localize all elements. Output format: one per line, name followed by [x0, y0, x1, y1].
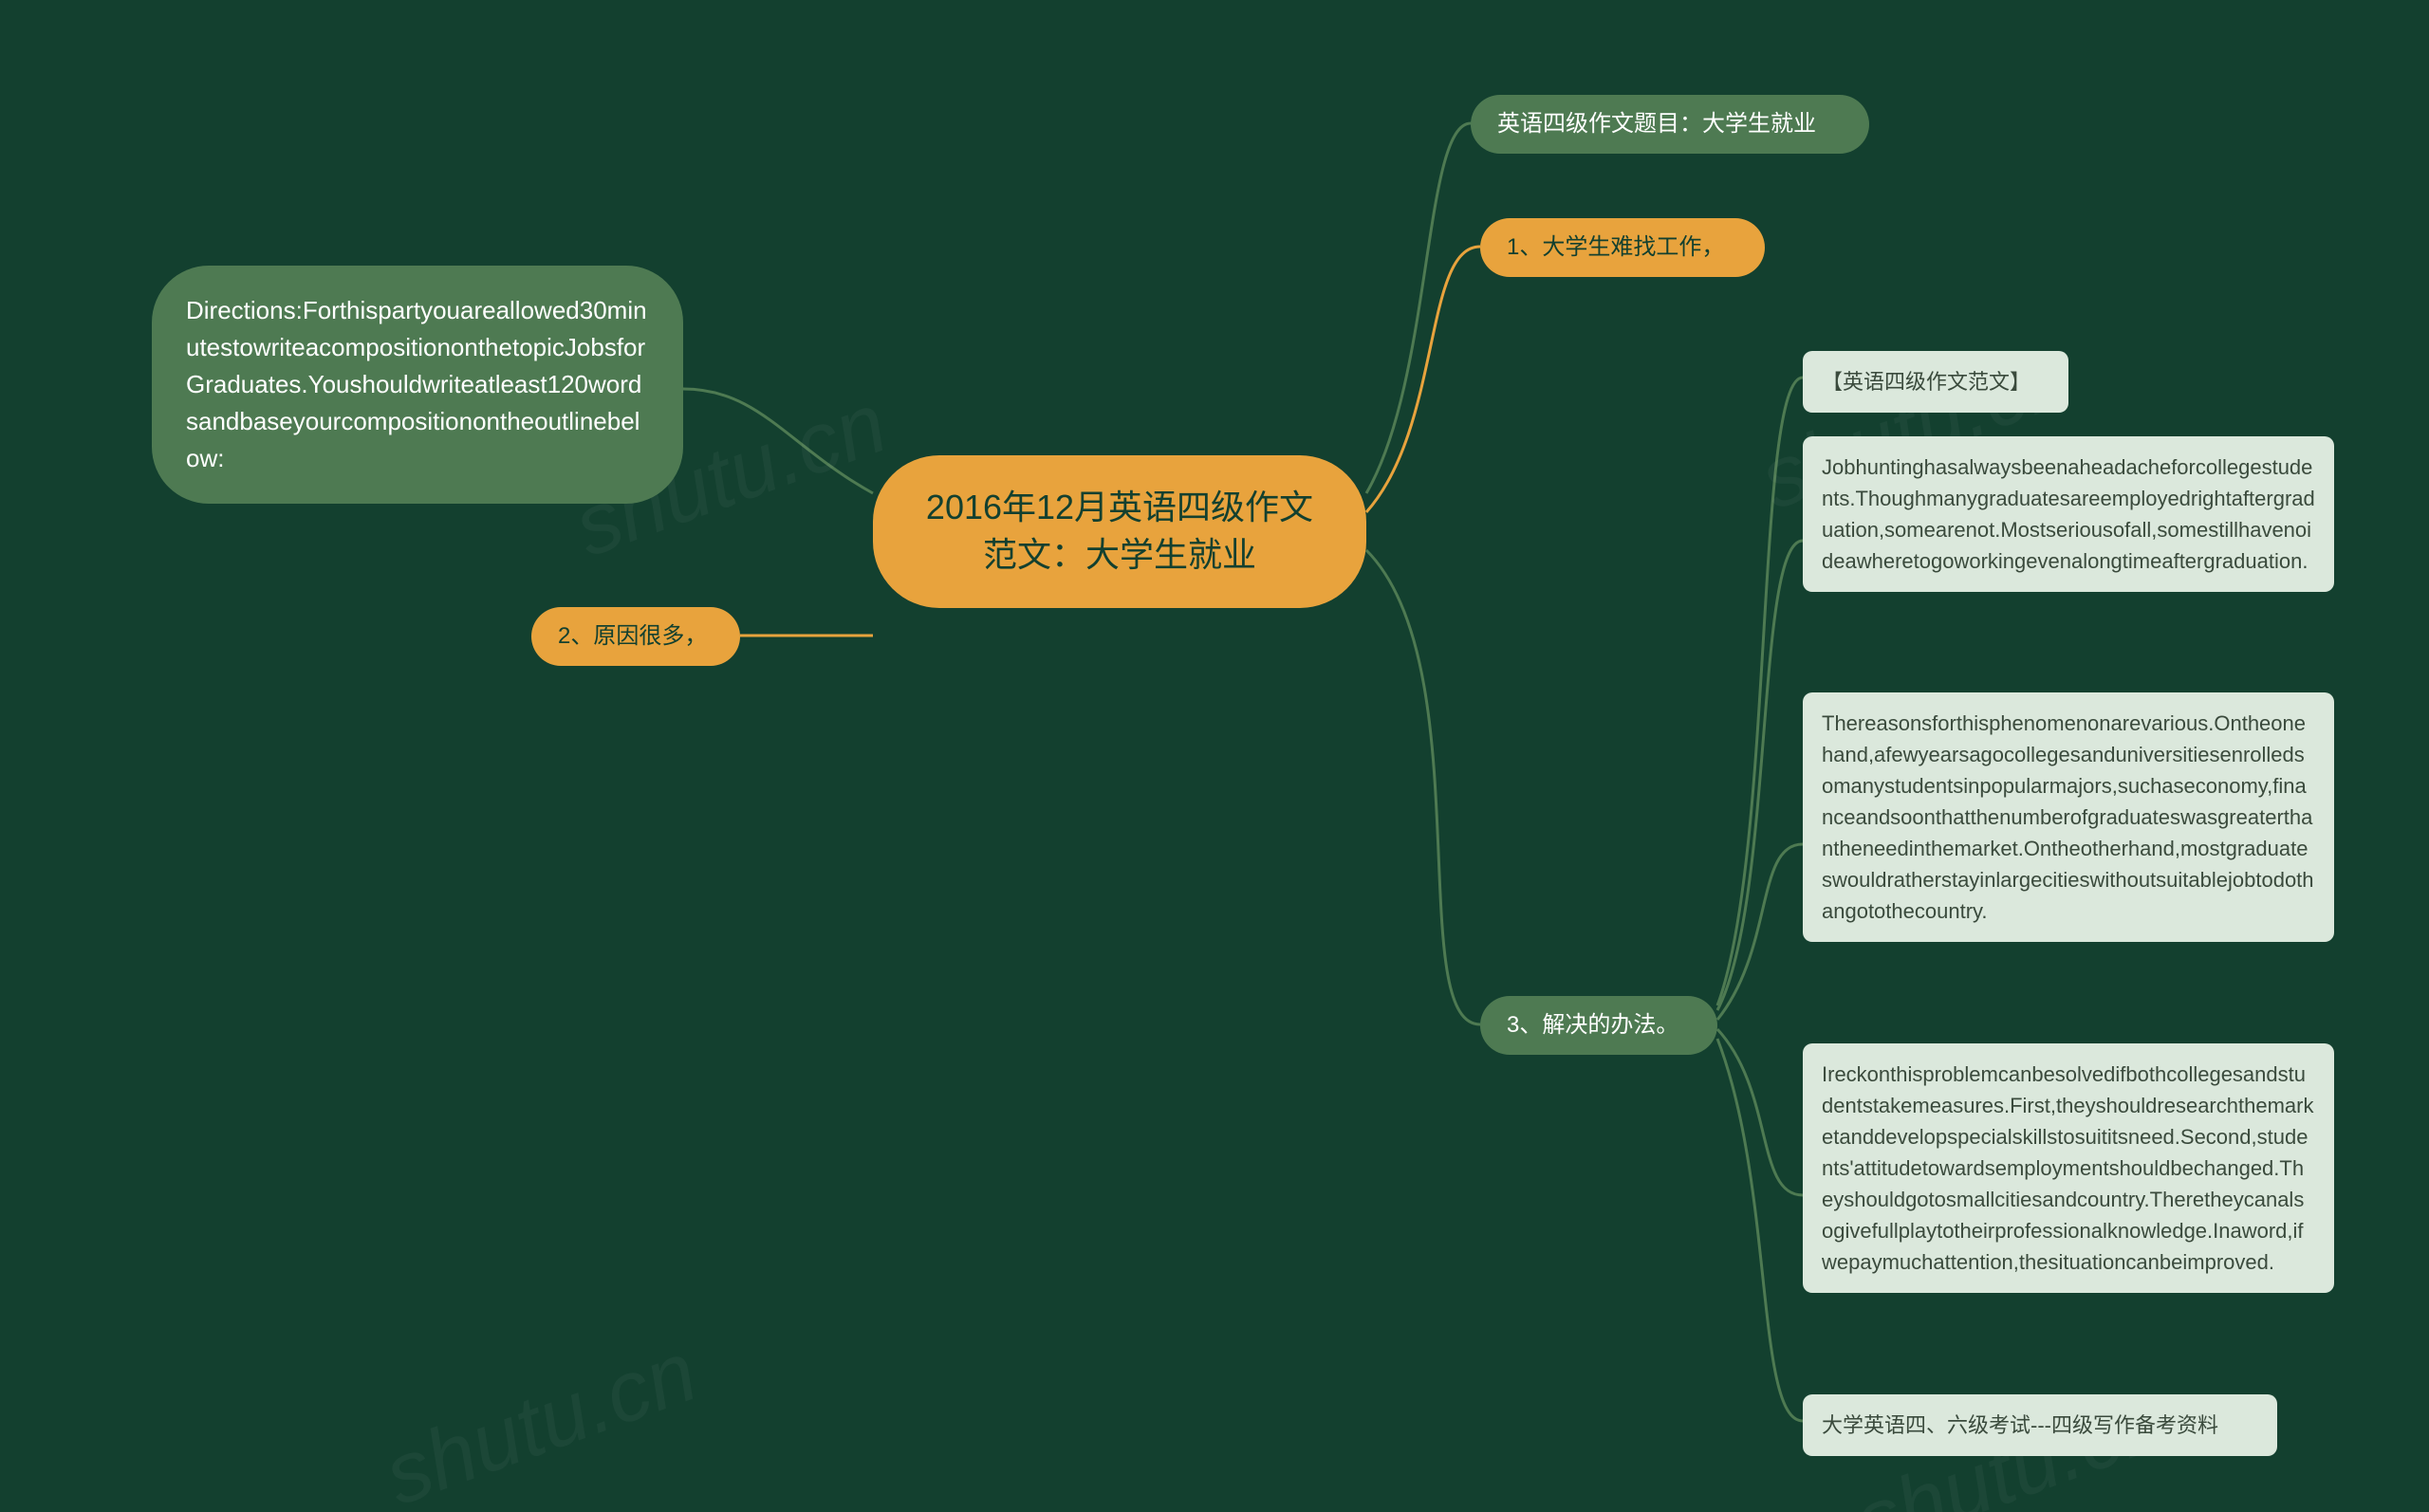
connector-edge [1717, 1039, 1803, 1421]
point3-node: 3、解决的办法。 [1480, 996, 1717, 1055]
topic-title-node: 英语四级作文题目：大学生就业 [1471, 95, 1869, 154]
sample-essay-header: 【英语四级作文范文】 [1803, 351, 2068, 413]
connector-edge [1366, 550, 1480, 1024]
topic-title-text: 英语四级作文题目：大学生就业 [1497, 111, 1816, 137]
reference-footer: 大学英语四、六级考试---四级写作备考资料 [1803, 1394, 2277, 1456]
directions-text: Directions:Forthispartyouareallowed30min… [186, 296, 647, 472]
connector-edge [683, 389, 873, 493]
sample-essay-header-text: 【英语四级作文范文】 [1822, 370, 2030, 394]
center-node: 2016年12月英语四级作文范文：大学生就业 [873, 455, 1366, 608]
point1-node: 1、大学生难找工作， [1480, 218, 1765, 277]
center-node-text: 2016年12月英语四级作文范文：大学生就业 [926, 488, 1313, 574]
point3-text: 3、解决的办法。 [1507, 1012, 1678, 1038]
directions-node: Directions:Forthispartyouareallowed30min… [152, 266, 683, 504]
essay-paragraph-2-text: Thereasonsforthisphenomenonarevarious.On… [1822, 711, 2314, 923]
point2-node: 2、原因很多， [531, 607, 740, 666]
essay-paragraph-2: Thereasonsforthisphenomenonarevarious.On… [1803, 692, 2334, 942]
connector-edge [1717, 541, 1803, 1010]
essay-paragraph-3: Ireckonthisproblemcanbesolvedifbothcolle… [1803, 1043, 2334, 1293]
point1-text: 1、大学生难找工作， [1507, 234, 1724, 260]
point2-text: 2、原因很多， [558, 623, 707, 649]
watermark: shutu.cn [373, 1323, 710, 1512]
connector-edge [1717, 1029, 1803, 1195]
essay-paragraph-1: Jobhuntinghasalwaysbeenaheadacheforcolle… [1803, 436, 2334, 592]
reference-footer-text: 大学英语四、六级考试---四级写作备考资料 [1822, 1413, 2218, 1437]
connector-edge [1366, 247, 1480, 512]
connector-edge [1717, 378, 1803, 1005]
connector-edge [1366, 123, 1471, 493]
essay-paragraph-3-text: Ireckonthisproblemcanbesolvedifbothcolle… [1822, 1062, 2313, 1274]
essay-paragraph-1-text: Jobhuntinghasalwaysbeenaheadacheforcolle… [1822, 455, 2315, 573]
connector-edge [1717, 844, 1803, 1020]
